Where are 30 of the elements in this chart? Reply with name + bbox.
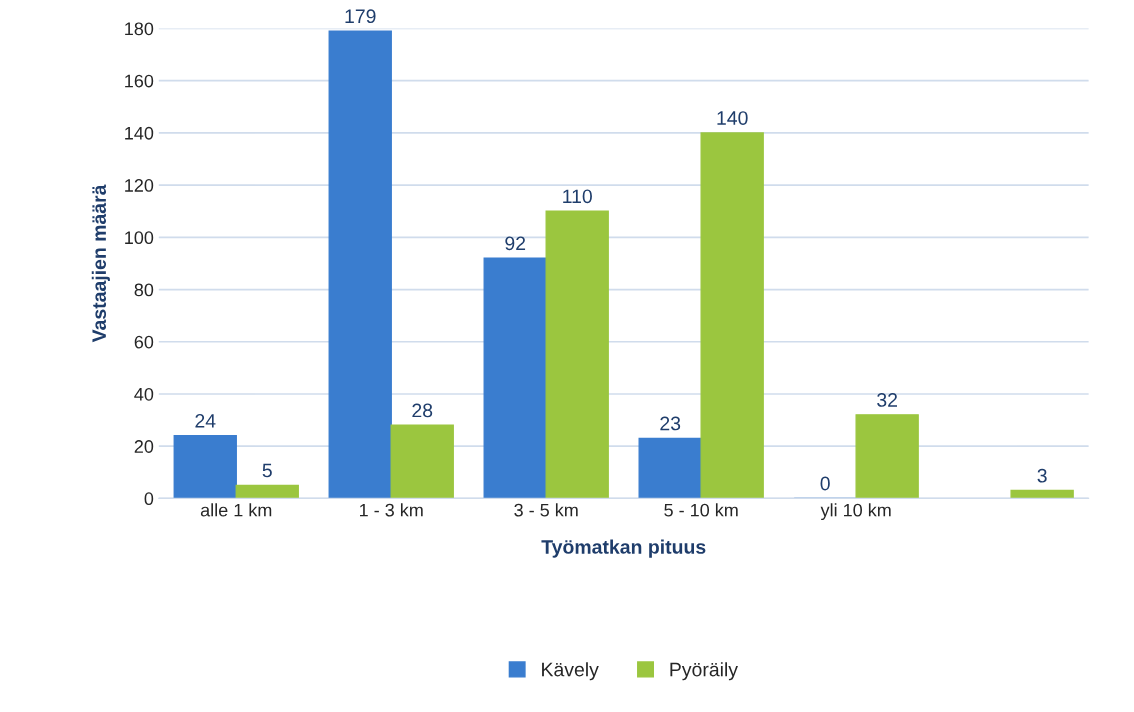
data-label: 110 — [563, 189, 592, 204]
data-label: 179 — [345, 9, 376, 24]
data-label: 24 — [195, 413, 216, 428]
data-label: 0 — [820, 476, 830, 491]
y-tick-label: 140 — [125, 126, 154, 140]
y-tick-label: 0 — [144, 492, 154, 506]
data-label: 140 — [717, 111, 748, 125]
x-axis-title: Työmatkan pituus — [541, 539, 706, 558]
legend-label: Pyöräily — [670, 662, 738, 681]
x-tick-label: 3 - 5 km — [514, 503, 578, 517]
y-tick-label: 40 — [134, 387, 154, 401]
y-tick-label: 120 — [125, 179, 154, 192]
legend-label: Kävely — [542, 662, 599, 681]
data-label: 28 — [412, 403, 433, 418]
y-tick-label: 160 — [125, 74, 154, 88]
y-tick-label: 20 — [134, 440, 154, 453]
y-tick-label: 100 — [125, 231, 154, 245]
data-label: 23 — [660, 416, 681, 431]
x-tick-label: 1 - 3 km — [360, 503, 423, 517]
x-tick-label: yli 10 km — [820, 503, 891, 521]
data-label: 5 — [262, 463, 272, 478]
y-tick-label: 80 — [134, 283, 154, 297]
data-label: 92 — [505, 236, 526, 251]
data-label: 3 — [1037, 468, 1047, 483]
x-tick-label: 5 - 10 km — [664, 503, 738, 517]
y-tick-label: 180 — [125, 22, 154, 36]
y-tick-label: 60 — [134, 335, 154, 349]
y-axis-title: Vastaajien määrä — [91, 184, 110, 343]
x-tick-label: alle 1 km — [200, 503, 272, 517]
data-label: 32 — [877, 393, 897, 407]
